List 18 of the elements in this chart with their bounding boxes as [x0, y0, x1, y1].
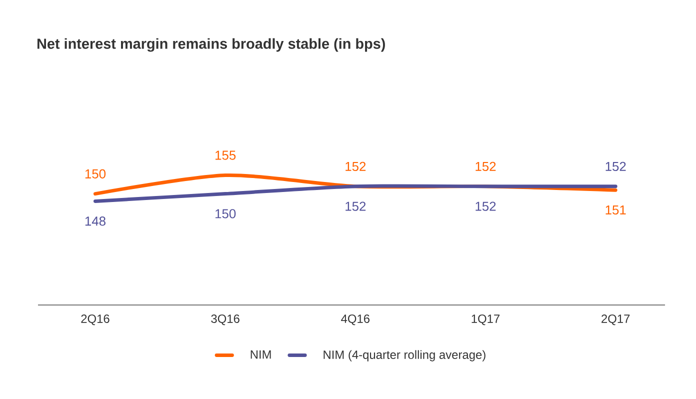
x-tick-label: 3Q16 [211, 314, 240, 326]
data-label: 155 [216, 150, 236, 160]
data-label: 148 [85, 216, 106, 226]
legend-label: NIM [250, 350, 271, 359]
data-label: 150 [85, 169, 106, 178]
legend-label: NIM (4-quarter rolling average) [324, 350, 486, 362]
data-label: 152 [346, 162, 366, 172]
x-tick-label: 4Q16 [341, 314, 370, 326]
chart-title: Net interest margin remains broadly stable (in bps) [37, 38, 385, 52]
data-label: 151 [606, 205, 626, 215]
data-label: 150 [216, 209, 236, 218]
data-label: 152 [476, 162, 496, 172]
data-label: 152 [476, 202, 496, 211]
x-tick-label: 1Q17 [472, 314, 500, 326]
data-label: 152 [346, 202, 366, 211]
data-label: 152 [606, 162, 626, 172]
x-tick-label: 2Q16 [81, 314, 110, 326]
x-tick-label: 2Q17 [602, 314, 630, 326]
